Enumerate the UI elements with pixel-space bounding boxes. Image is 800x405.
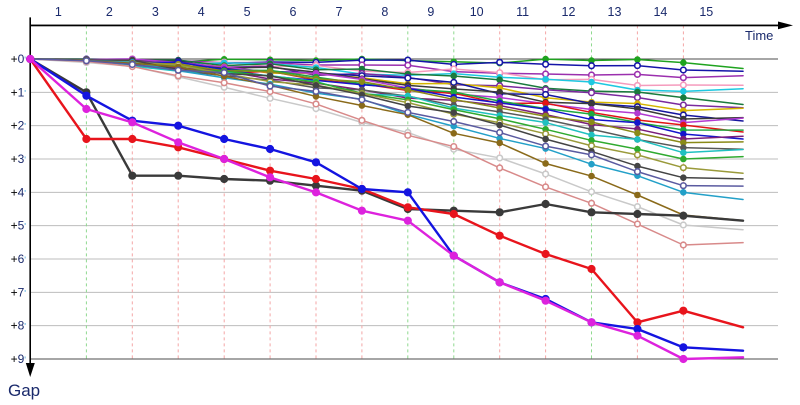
svg-text:+7': +7' <box>11 285 27 299</box>
svg-text:12: 12 <box>562 5 576 19</box>
svg-text:+8': +8' <box>11 319 27 333</box>
svg-text:14: 14 <box>653 5 667 19</box>
svg-text:+9': +9' <box>11 352 27 366</box>
svg-text:10: 10 <box>470 5 484 19</box>
svg-text:Gap: Gap <box>8 381 40 400</box>
svg-text:4: 4 <box>198 5 205 19</box>
svg-text:+6': +6' <box>11 252 27 266</box>
svg-text:+1': +1' <box>11 85 27 99</box>
svg-text:3: 3 <box>152 5 159 19</box>
svg-text:2: 2 <box>106 5 113 19</box>
svg-text:+0': +0' <box>11 52 27 66</box>
svg-text:+3': +3' <box>11 152 27 166</box>
svg-text:Time: Time <box>745 28 773 43</box>
svg-text:8: 8 <box>381 5 388 19</box>
svg-text:+5': +5' <box>11 219 27 233</box>
svg-text:15: 15 <box>699 5 713 19</box>
svg-text:1: 1 <box>55 5 62 19</box>
svg-text:+2': +2' <box>11 119 27 133</box>
svg-text:9: 9 <box>427 5 434 19</box>
svg-text:13: 13 <box>608 5 622 19</box>
svg-text:7: 7 <box>336 5 343 19</box>
svg-text:+4': +4' <box>11 185 27 199</box>
svg-text:11: 11 <box>516 5 529 19</box>
svg-text:6: 6 <box>290 5 297 19</box>
svg-text:5: 5 <box>244 5 251 19</box>
